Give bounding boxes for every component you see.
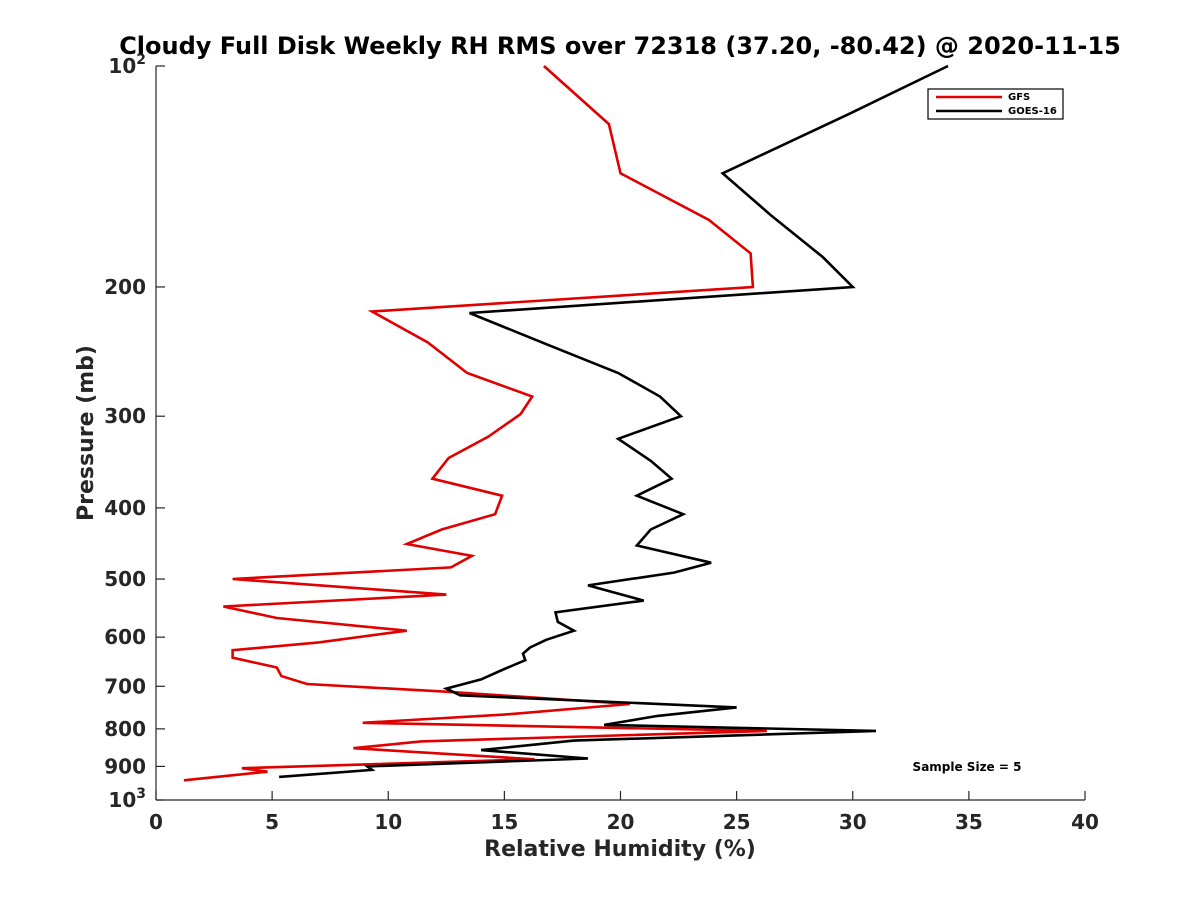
x-tick-label: 35 [955, 810, 983, 834]
y-tick-label: 102 [108, 52, 146, 78]
legend-label-goes16: GOES-16 [1008, 106, 1057, 117]
x-tick-label: 30 [839, 810, 867, 834]
x-tick-label: 40 [1071, 810, 1099, 834]
legend: GFS GOES-16 [927, 88, 1064, 120]
y-tick-label: 500 [104, 567, 146, 591]
y-tick-label: 600 [104, 625, 146, 649]
y-tick-label: 103 [108, 786, 146, 812]
legend-label-gfs: GFS [1008, 92, 1030, 103]
series-line-gfs [183, 65, 767, 782]
series-line-goes16 [279, 64, 949, 779]
x-tick-label: 20 [607, 810, 635, 834]
sample-size-annotation: Sample Size = 5 [913, 760, 1022, 774]
chart-title: Cloudy Full Disk Weekly RH RMS over 7231… [119, 32, 1121, 60]
x-tick-label: 0 [149, 810, 163, 834]
x-axis-label: Relative Humidity (%) [484, 837, 756, 862]
y-tick-label: 800 [104, 717, 146, 741]
y-axis-label: Pressure (mb) [74, 345, 99, 521]
y-tick-label: 400 [104, 496, 146, 520]
x-tick-label: 25 [723, 810, 751, 834]
x-tick-label: 15 [490, 810, 518, 834]
y-tick-label: 300 [104, 404, 146, 428]
y-tick-label: 700 [104, 674, 146, 698]
x-tick-label: 10 [374, 810, 402, 834]
x-tick-label: 5 [265, 810, 279, 834]
y-tick-label: 900 [104, 754, 146, 778]
legend-box [927, 88, 1064, 120]
y-tick-label: 200 [104, 275, 146, 299]
